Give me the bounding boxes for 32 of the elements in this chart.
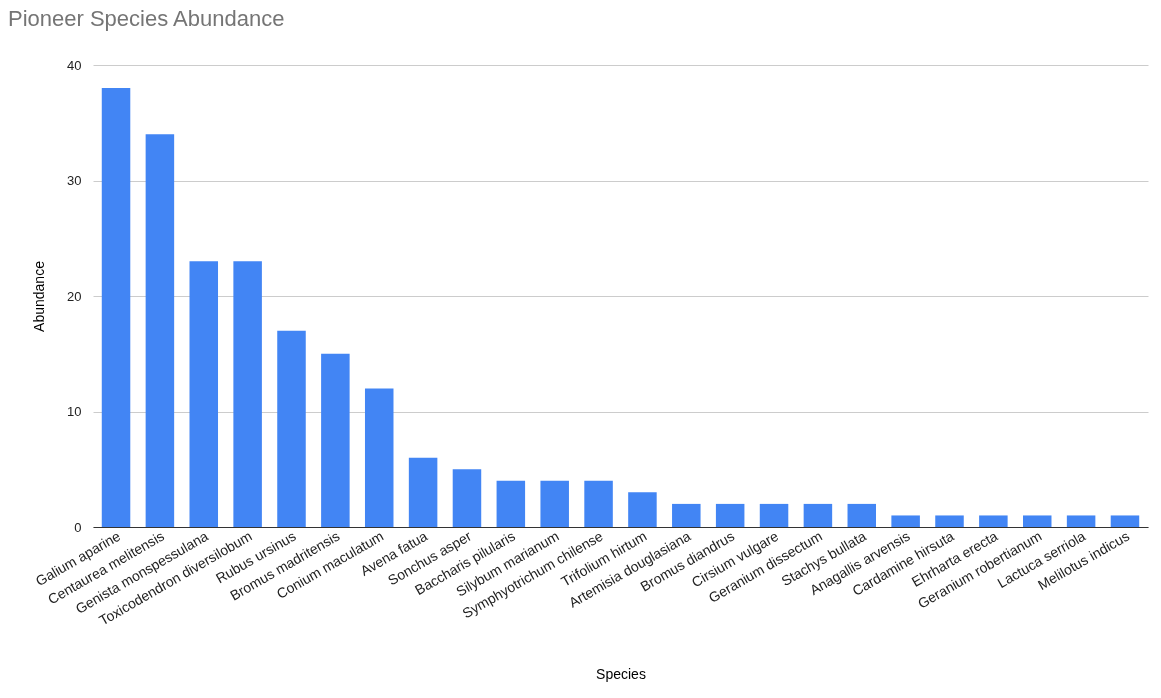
bar <box>891 515 920 527</box>
bar <box>233 261 262 527</box>
chart-title: Pioneer Species Abundance <box>8 6 285 31</box>
bar <box>540 480 569 527</box>
y-axis-title: Abundance <box>31 260 48 332</box>
y-tick-label: 0 <box>74 519 82 535</box>
y-tick-label: 40 <box>67 57 82 73</box>
bar <box>759 503 789 527</box>
bar <box>1022 515 1052 527</box>
y-tick-label: 20 <box>67 288 82 304</box>
bar <box>321 353 350 527</box>
bar <box>364 388 394 527</box>
bar <box>145 134 175 527</box>
bar <box>408 457 438 527</box>
bar <box>584 480 613 527</box>
bar <box>101 88 131 527</box>
bar <box>847 503 877 527</box>
y-tick-label: 10 <box>67 404 82 419</box>
bar <box>979 515 1008 527</box>
bar <box>803 503 833 527</box>
bar <box>1110 515 1140 527</box>
bar <box>628 492 657 527</box>
y-tick-label: 30 <box>67 173 82 188</box>
bar <box>277 330 306 527</box>
bar <box>672 503 701 527</box>
x-axis-title: Species <box>596 666 646 683</box>
bar <box>189 261 219 527</box>
bar <box>715 503 745 527</box>
bar <box>496 480 526 527</box>
bar <box>1066 515 1096 527</box>
bar <box>935 515 964 527</box>
bar <box>452 469 482 527</box>
